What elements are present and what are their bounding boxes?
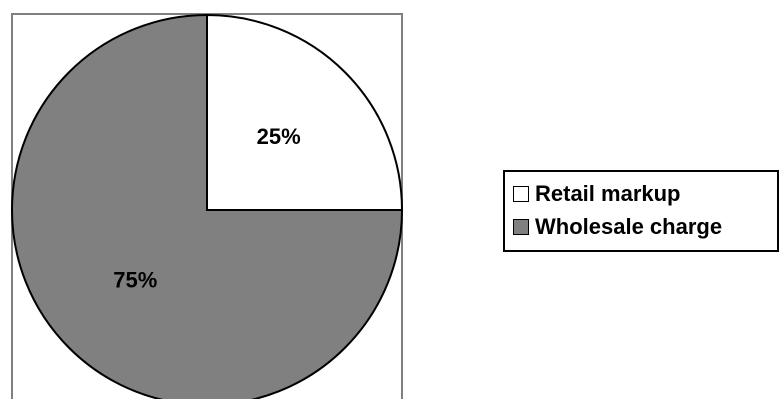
pie-slice-wholesale-charge bbox=[11, 13, 404, 399]
data-label-wholesale-charge: 75% bbox=[113, 268, 157, 293]
legend-label-wholesale-charge: Wholesale charge bbox=[535, 213, 723, 239]
legend-entry-wholesale-charge: Wholesale charge bbox=[513, 210, 777, 243]
legend-entry-retail-markup: Retail markup bbox=[513, 177, 777, 210]
legend-swatch-wholesale-charge bbox=[513, 218, 529, 235]
data-label-retail-markup: 25% bbox=[257, 124, 301, 149]
legend: Retail markup Wholesale charge bbox=[503, 170, 779, 252]
legend-swatch-retail-markup bbox=[513, 185, 529, 202]
pie-slice-retail-markup bbox=[206, 13, 404, 211]
legend-label-retail-markup: Retail markup bbox=[535, 180, 681, 206]
